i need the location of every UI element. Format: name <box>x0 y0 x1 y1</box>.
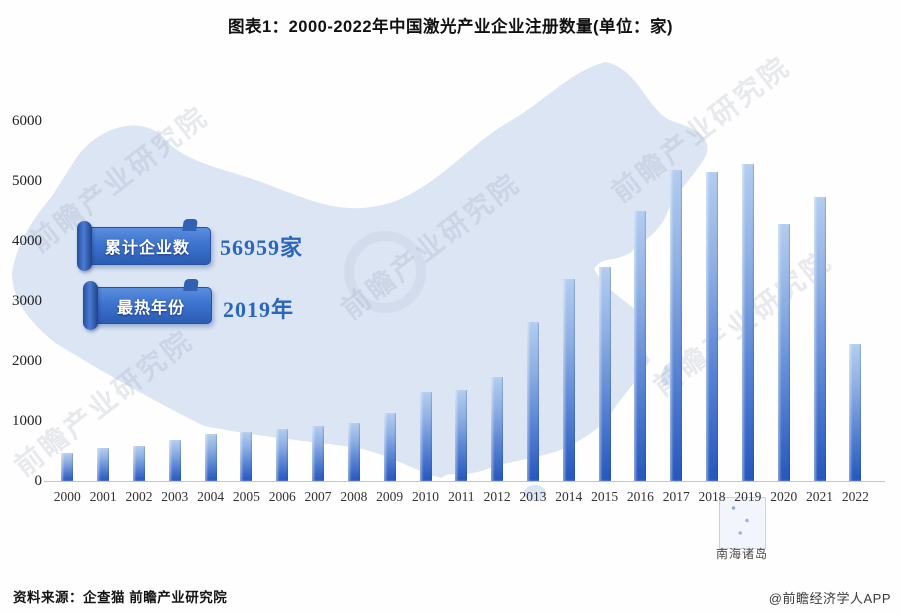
x-tick-label-2012: 2012 <box>483 489 511 504</box>
bar-2018 <box>706 172 719 481</box>
x-tick-label-2007: 2007 <box>304 489 332 504</box>
callout-label-hottest-year: 最热年份 <box>116 299 185 317</box>
x-tick-label-2005: 2005 <box>232 489 260 504</box>
bar-2007 <box>312 426 325 481</box>
footer-credit: @前瞻经济学人APP <box>768 591 891 606</box>
x-tick-label-2020: 2020 <box>770 489 798 504</box>
bar-2021 <box>813 197 826 481</box>
bar-2010 <box>419 392 432 481</box>
x-tick-label-2006: 2006 <box>268 489 296 504</box>
callout-ribbon-hottest-year: 最热年份 <box>83 281 212 330</box>
y-tick-label-1000: 1000 <box>12 413 42 429</box>
y-tick-label-0: 0 <box>34 473 43 489</box>
bar-2020 <box>777 223 790 481</box>
x-tick-label-2001: 2001 <box>89 489 117 504</box>
hainan-island-shape <box>524 485 546 501</box>
x-tick-label-2013: 2013 <box>519 489 547 504</box>
bar-2000 <box>61 452 74 481</box>
x-tick-label-2014: 2014 <box>555 489 583 504</box>
callout-value-hottest-year: 2019年 <box>223 297 295 322</box>
y-axis-labels: 0 1000 2000 3000 4000 5000 6000 <box>0 0 42 614</box>
y-tick-label-4000: 4000 <box>12 233 42 249</box>
bar-2009 <box>383 412 396 481</box>
bar-2019 <box>741 164 754 481</box>
x-tick-label-2004: 2004 <box>197 489 225 504</box>
south-sea-inset-label: 南海诸岛 <box>715 547 768 561</box>
x-tick-label-2003: 2003 <box>161 489 189 504</box>
bar-2001 <box>97 448 110 481</box>
y-tick-label-3000: 3000 <box>12 293 42 309</box>
bar-2005 <box>240 431 253 481</box>
bar-2015 <box>598 267 611 481</box>
bar-2003 <box>168 439 181 481</box>
footer-source: 资料来源：企查猫 前瞻产业研究院 <box>13 590 228 605</box>
bar-2002 <box>132 445 145 481</box>
bar-2017 <box>670 170 683 481</box>
x-tick-label-2022: 2022 <box>841 489 869 504</box>
y-tick-label-2000: 2000 <box>12 353 42 369</box>
callout-label-cumulative: 累计企业数 <box>104 240 190 257</box>
bar-2008 <box>347 423 360 481</box>
x-tick-label-2018: 2018 <box>698 489 726 504</box>
x-tick-label-2016: 2016 <box>626 489 654 504</box>
callout-ribbon-cumulative: 累计企业数 <box>77 221 211 271</box>
watermark-logo-circle <box>344 231 426 313</box>
bar-2022 <box>849 344 862 481</box>
x-tick-label-2021: 2021 <box>806 489 834 504</box>
x-tick-label-2008: 2008 <box>340 489 368 504</box>
x-tick-label-2009: 2009 <box>376 489 404 504</box>
x-tick-label-2017: 2017 <box>662 489 690 504</box>
bar-2016 <box>634 211 647 481</box>
bar-2012 <box>491 377 504 481</box>
x-tick-label-2002: 2002 <box>125 489 153 504</box>
south-sea-inset-box <box>719 497 766 549</box>
bar-2004 <box>204 433 217 481</box>
x-tick-label-2000: 2000 <box>53 489 81 504</box>
x-tick-label-2010: 2010 <box>412 489 439 504</box>
bar-2006 <box>276 428 289 481</box>
callout-value-cumulative: 56959家 <box>220 235 304 260</box>
bar-2014 <box>562 278 575 481</box>
x-tick-label-2015: 2015 <box>591 489 619 504</box>
bar-2011 <box>455 390 468 481</box>
x-axis-line <box>44 481 885 482</box>
x-tick-label-2019: 2019 <box>734 489 762 504</box>
bar-2013 <box>526 322 539 481</box>
y-tick-label-6000: 6000 <box>12 113 42 129</box>
y-tick-label-5000: 5000 <box>12 173 42 189</box>
x-tick-label-2011: 2011 <box>448 489 475 504</box>
chart-title: 图表1：2000-2022年中国激光产业企业注册数量(单位：家) <box>227 18 674 36</box>
